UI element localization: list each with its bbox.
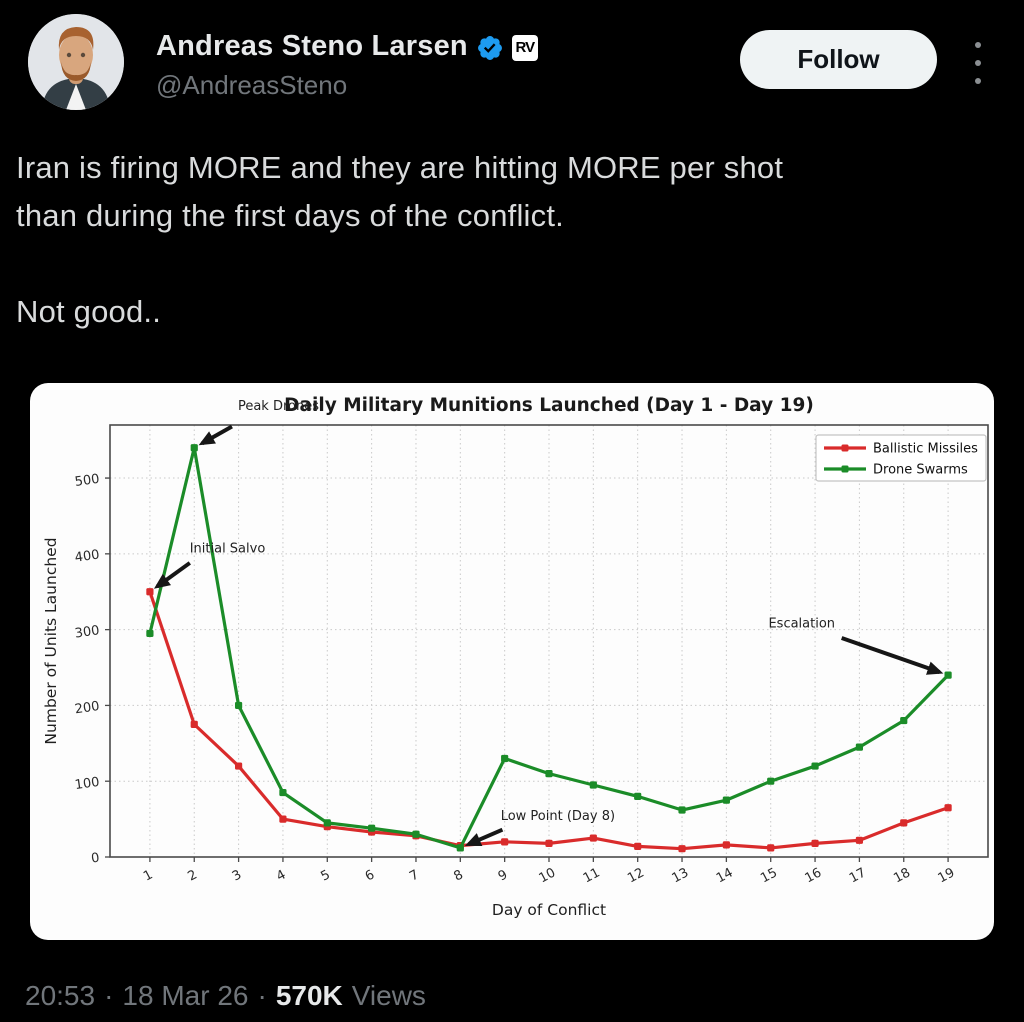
x-axis-ticks: 1 2 3 4 5 6 7 8 9 10 11 12 13 14 15 16 17 18 19 [141, 857, 957, 886]
svg-text:12: 12 [625, 865, 647, 886]
tweet-text: Iran is firing MORE and they are hitting… [16, 144, 1006, 336]
svg-text:3: 3 [230, 867, 244, 884]
more-menu-icon[interactable] [966, 42, 990, 84]
svg-text:300: 300 [74, 623, 101, 641]
svg-text:Drone Swarms: Drone Swarms [873, 463, 968, 478]
avatar-image [28, 14, 124, 110]
post-meta: 20:53 · 18 Mar 26 · 570K Views [25, 980, 426, 1012]
svg-text:200: 200 [74, 699, 101, 717]
name-row: Andreas Steno Larsen RV [156, 30, 538, 63]
svg-text:9: 9 [496, 867, 510, 884]
verified-badge-icon [477, 35, 502, 60]
chart-title: Daily Military Munitions Launched (Day 1… [284, 395, 814, 416]
affiliate-badge[interactable]: RV [511, 34, 538, 61]
tweet-media-chart[interactable]: 1 2 3 4 5 6 7 8 9 10 11 12 13 14 15 16 17 18 19 0 100 200 300 4… [30, 383, 994, 940]
tweet-line: Not good.. [16, 294, 162, 329]
svg-text:100: 100 [74, 775, 101, 793]
y-axis-ticks: 0 100 200 300 400 500 [74, 472, 110, 867]
svg-text:4: 4 [274, 867, 288, 884]
svg-text:0: 0 [90, 851, 100, 867]
svg-text:15: 15 [758, 865, 780, 886]
svg-text:6: 6 [363, 867, 377, 884]
svg-text:1: 1 [141, 867, 155, 884]
svg-text:Escalation: Escalation [768, 616, 835, 631]
x-axis-label: Day of Conflict [492, 901, 606, 919]
views-label: Views [351, 980, 426, 1011]
svg-text:Peak Drones: Peak Drones [238, 399, 319, 414]
svg-text:7: 7 [407, 867, 421, 884]
svg-text:17: 17 [847, 865, 869, 886]
svg-text:400: 400 [74, 547, 101, 565]
munitions-line-chart: 1 2 3 4 5 6 7 8 9 10 11 12 13 14 15 16 17 18 1901002003004… [42, 395, 989, 919]
series-drone-swarms [146, 444, 952, 852]
svg-text:10: 10 [537, 865, 559, 886]
separator-dot: · [257, 980, 267, 1011]
avatar[interactable] [28, 14, 124, 110]
views-count: 570K [275, 980, 343, 1011]
svg-text:16: 16 [803, 865, 825, 886]
svg-text:8: 8 [451, 867, 465, 884]
chart-annotations: Peak Drones Initial Salvo Low Point (Day 8… [153, 399, 944, 847]
follow-button[interactable]: Follow [740, 30, 937, 89]
svg-text:Ballistic Missiles: Ballistic Missiles [873, 442, 978, 457]
post-time: 20:53 [25, 980, 96, 1011]
series-ballistic-missiles [146, 588, 952, 853]
svg-text:14: 14 [714, 865, 736, 886]
svg-text:500: 500 [74, 472, 101, 490]
svg-text:2: 2 [185, 867, 199, 884]
svg-text:5: 5 [318, 867, 332, 884]
svg-text:13: 13 [670, 865, 692, 886]
svg-text:19: 19 [936, 865, 958, 886]
separator-dot: · [104, 980, 114, 1011]
user-handle[interactable]: @AndreasSteno [156, 70, 348, 100]
tweet-line: Iran is firing MORE and they are hitting… [16, 150, 784, 185]
chart-grid [110, 425, 988, 858]
tweet-line [16, 240, 1006, 288]
post-date: 18 Mar 26 [122, 980, 249, 1011]
svg-text:Initial Salvo: Initial Salvo [190, 541, 266, 556]
chart-legend: Ballistic Missiles Drone Swarms [815, 434, 987, 482]
tweet-line: than during the first days of the confli… [16, 198, 564, 233]
svg-text:18: 18 [891, 865, 913, 886]
y-axis-label: Number of Units Launched [42, 537, 60, 744]
display-name[interactable]: Andreas Steno Larsen [156, 30, 468, 62]
svg-text:11: 11 [581, 865, 603, 886]
svg-text:Low Point (Day 8): Low Point (Day 8) [501, 809, 615, 824]
